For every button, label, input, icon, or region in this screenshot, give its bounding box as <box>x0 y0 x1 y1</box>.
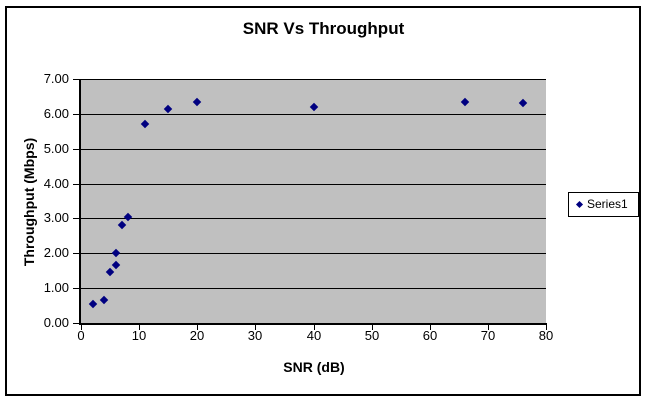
data-point <box>192 97 202 107</box>
y-axis-tick-label: 4.00 <box>43 176 69 191</box>
x-axis-tick-label: 70 <box>480 328 496 343</box>
y-axis-tick-label: 0.00 <box>43 315 69 330</box>
gridline <box>81 149 546 150</box>
x-axis-tick <box>546 323 547 330</box>
x-axis-tick <box>372 323 373 330</box>
data-point <box>88 299 98 309</box>
data-point <box>123 212 133 222</box>
y-axis-tick-label: 5.00 <box>43 141 69 156</box>
data-point <box>111 248 121 258</box>
x-axis-tick <box>488 323 489 330</box>
legend-label: Series1 <box>587 197 628 211</box>
data-point <box>99 295 109 305</box>
x-axis-tick <box>197 323 198 330</box>
x-axis-tick <box>430 323 431 330</box>
data-point <box>518 98 528 108</box>
data-point <box>309 102 319 112</box>
series1-diamond-icon <box>575 200 584 209</box>
plot-area: 0.00 1.00 2.00 3.00 4.00 5.00 6.00 7.00 0 10 20 30 4… <box>44 72 554 343</box>
y-axis-tick <box>73 323 81 324</box>
data-point <box>460 97 470 107</box>
x-axis-tick <box>255 323 256 330</box>
gridline <box>81 218 546 219</box>
y-axis-tick-label: 6.00 <box>43 106 69 121</box>
y-axis-tick-label: 3.00 <box>43 210 69 225</box>
x-axis-tick-label: 60 <box>422 328 438 343</box>
x-axis-tick-label: 30 <box>247 328 263 343</box>
y-axis-tick <box>73 253 81 254</box>
gridline <box>81 288 546 289</box>
y-axis-tick <box>73 79 81 80</box>
data-point <box>163 104 173 114</box>
y-axis-tick <box>73 149 81 150</box>
y-axis-tick <box>73 184 81 185</box>
y-axis-tick-label: 7.00 <box>43 71 69 86</box>
x-axis-tick-label: 20 <box>189 328 205 343</box>
x-axis-tick <box>139 323 140 330</box>
x-axis-tick <box>81 323 82 330</box>
x-axis-tick-label: 0 <box>77 328 85 343</box>
x-axis-tick <box>314 323 315 330</box>
y-axis-tick-label: 1.00 <box>43 280 69 295</box>
legend: Series1 <box>568 192 639 217</box>
y-axis-tick <box>73 218 81 219</box>
gridline <box>81 79 546 80</box>
x-axis-tick-label: 40 <box>306 328 322 343</box>
gridline <box>81 114 546 115</box>
x-axis-title: SNR (dB) <box>283 359 345 375</box>
y-axis-tick <box>73 114 81 115</box>
data-point <box>111 260 121 270</box>
data-point <box>117 220 127 230</box>
y-axis-tick <box>73 288 81 289</box>
y-axis-tick-label: 2.00 <box>43 245 69 260</box>
data-point <box>140 119 150 129</box>
data-point <box>105 267 115 277</box>
gridline <box>81 184 546 185</box>
gridline <box>81 253 546 254</box>
x-axis-tick-label: 80 <box>538 328 554 343</box>
x-axis-tick-label: 10 <box>131 328 147 343</box>
chart-title: SNR Vs Throughput <box>242 19 405 38</box>
x-axis-tick-label: 50 <box>364 328 380 343</box>
